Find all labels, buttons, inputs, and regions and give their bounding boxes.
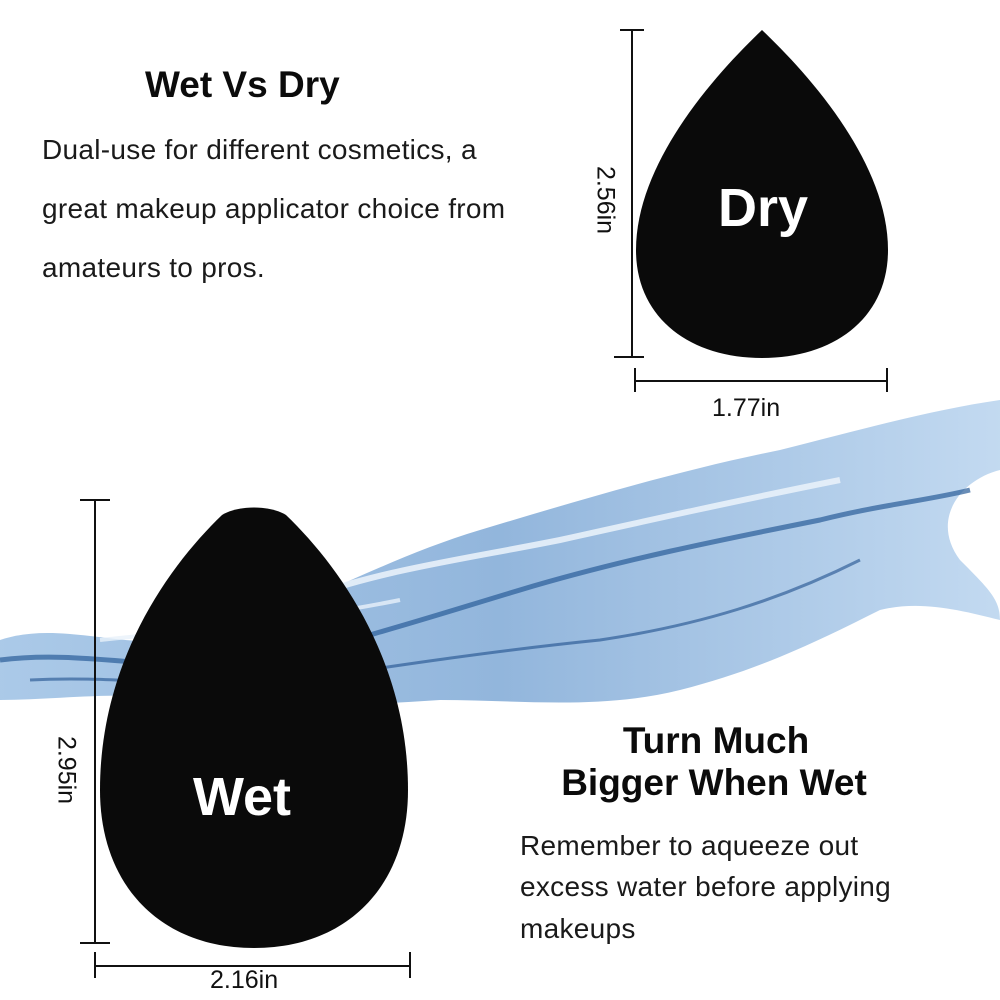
- bottom-description-line: makeups: [520, 913, 636, 944]
- dry-width-line: [635, 380, 887, 382]
- wet-vs-dry-title: Wet Vs Dry: [145, 64, 340, 105]
- wet-height-label: 2.95in: [52, 735, 81, 805]
- dim-tick: [80, 499, 110, 501]
- top-description-line: great makeup applicator choice from: [42, 193, 506, 224]
- dim-tick: [409, 952, 411, 978]
- dim-tick: [94, 952, 96, 978]
- dry-label: Dry: [717, 178, 809, 238]
- dry-width-label: 1.77in: [712, 394, 781, 422]
- dry-height-label: 2.56in: [591, 165, 620, 235]
- dim-tick: [614, 356, 644, 358]
- bottom-description-line: Remember to aqueeze out: [520, 830, 859, 861]
- dry-height-line: [631, 30, 633, 358]
- wet-label: Wet: [192, 767, 292, 827]
- bigger-when-wet-title-line: Turn Much: [622, 720, 810, 761]
- wet-sponge-shape: [100, 507, 408, 948]
- dim-tick: [634, 368, 636, 392]
- dim-tick: [80, 942, 110, 944]
- bottom-description-line: excess water before applying: [520, 871, 892, 902]
- dim-tick: [886, 368, 888, 392]
- bigger-when-wet-title-line: Bigger When Wet: [561, 762, 867, 803]
- top-description-line: Dual-use for different cosmetics, a: [42, 134, 477, 165]
- wet-width-line: [95, 965, 410, 967]
- top-description-line: amateurs to pros.: [42, 252, 265, 283]
- wet-height-line: [94, 500, 96, 944]
- wet-width-label: 2.16in: [210, 966, 279, 994]
- dim-tick: [620, 29, 644, 31]
